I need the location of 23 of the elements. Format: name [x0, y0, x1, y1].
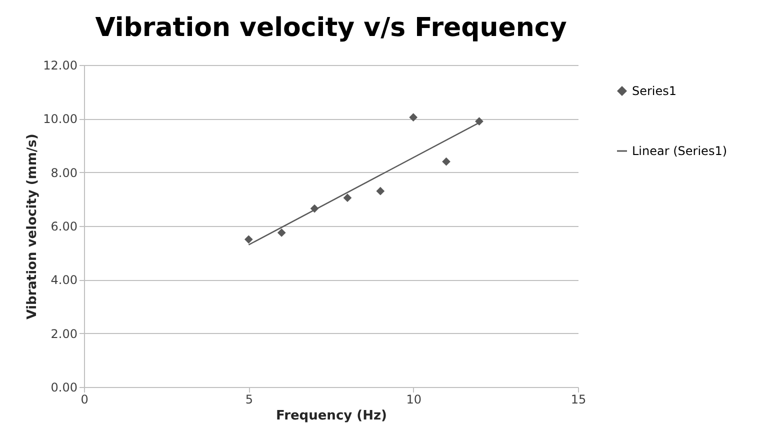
point [244, 235, 253, 244]
y-tick-label: 4.00 [50, 273, 78, 288]
point [409, 113, 418, 122]
legend-label: Series1 [632, 84, 677, 98]
x-tick-label: 15 [570, 392, 586, 406]
point [277, 228, 286, 237]
y-tick-label: 2.00 [50, 326, 78, 341]
point [442, 157, 450, 166]
x-tick-label: 10 [406, 392, 422, 406]
y-tick-label: 12.00 [43, 58, 78, 72]
point [343, 194, 352, 202]
chart-title: Vibration velocity v/s Frequency [95, 13, 567, 43]
x-tick-label: 0 [80, 392, 88, 406]
point [376, 186, 385, 196]
legend-label: Linear (Series1) [632, 144, 728, 158]
x-tick-label: 5 [245, 392, 253, 406]
y-tick-label: 0.00 [50, 380, 78, 394]
y-axis-title: Vibration velocity (mm/s) [25, 134, 40, 320]
point [475, 117, 484, 126]
y-tick-label: 6.00 [50, 220, 78, 234]
x-axis-title: Frequency (Hz) [276, 408, 387, 424]
y-tick-label: 10.00 [43, 112, 78, 126]
y-tick-label: 8.00 [50, 166, 78, 180]
